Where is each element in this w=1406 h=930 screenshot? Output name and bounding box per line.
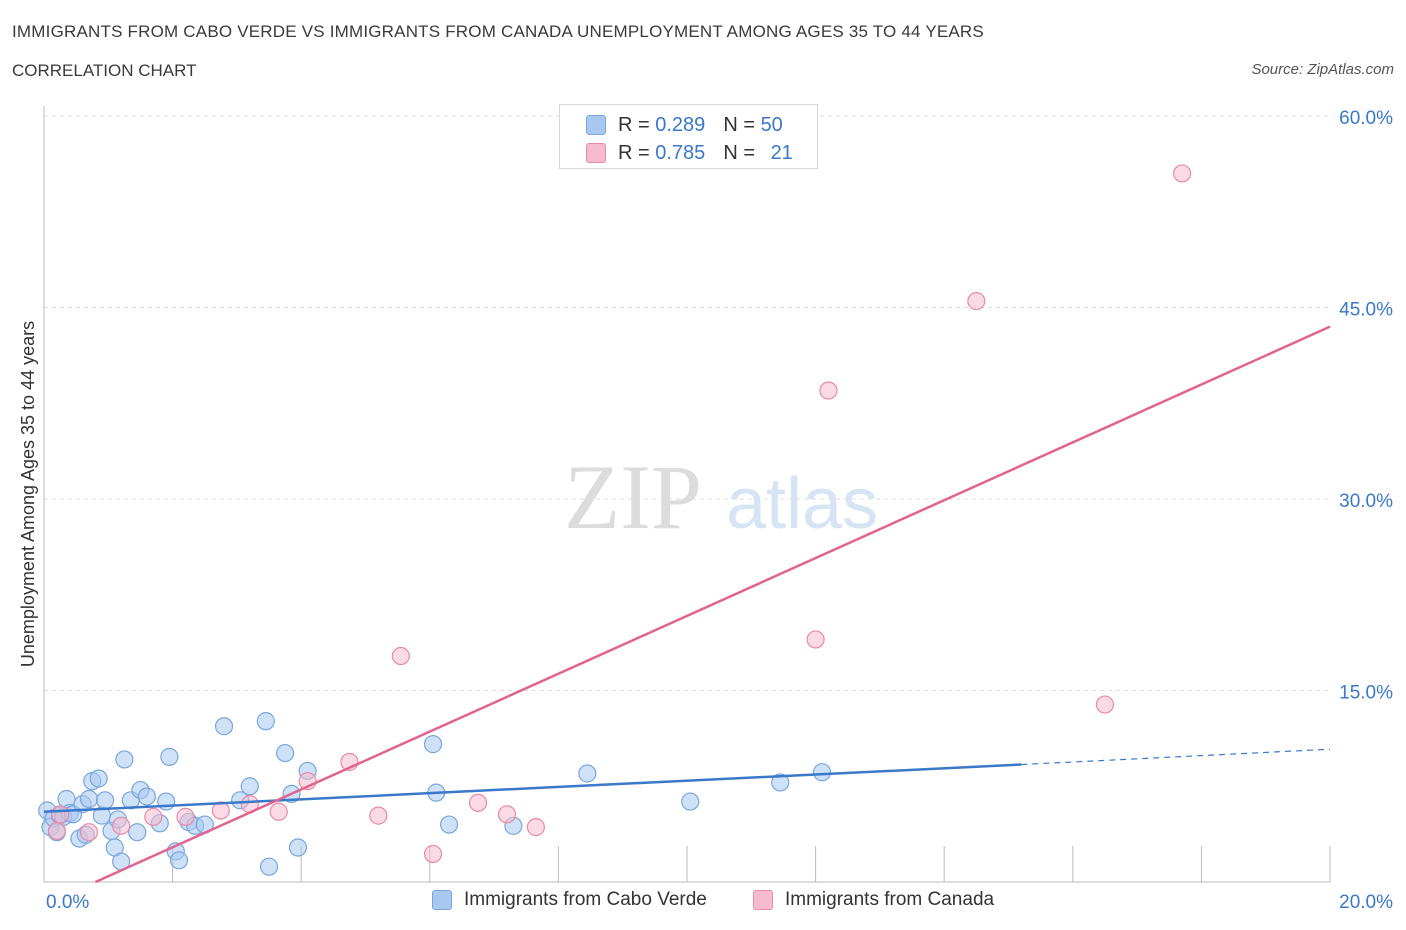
point-canada (269, 802, 288, 821)
y-axis-label: Unemployment Among Ages 35 to 44 years (18, 321, 38, 667)
y-tick-label: 15.0% (1339, 683, 1393, 704)
chart-title: IMMIGRANTS FROM CABO VERDE VS IMMIGRANTS… (12, 22, 984, 41)
watermark: ZIP atlas (564, 446, 878, 548)
point-cabo-verde (95, 791, 115, 810)
bottom-legend-label: Immigrants from Cabo Verde (464, 889, 707, 910)
point-cabo-verde (681, 792, 700, 811)
point-cabo-verde (812, 763, 832, 782)
y-tick-label: 30.0% (1339, 491, 1393, 512)
bottom-legend-cabo-verde[interactable]: Immigrants from Cabo Verde (432, 889, 707, 911)
x-tick-label: 0.0% (46, 892, 89, 913)
point-cabo-verde (439, 815, 459, 834)
bottom-legend-label: Immigrants from Canada (785, 889, 995, 910)
legend-r-label: R = (618, 141, 656, 164)
point-cabo-verde (169, 851, 189, 870)
point-canada (468, 793, 488, 812)
point-cabo-verde (128, 823, 147, 842)
point-canada (1173, 164, 1192, 183)
point-cabo-verde (423, 735, 443, 754)
point-canada (112, 816, 131, 835)
y-tick-label: 45.0% (1339, 300, 1393, 321)
point-canada (47, 821, 66, 841)
legend-row-cabo-verde: R = 0.289 N = 50 (586, 113, 783, 137)
legend-r-value: 0.785 (655, 141, 706, 164)
source-credit: Source: ZipAtlas.com (1251, 61, 1394, 78)
bottom-legend-canada[interactable]: Immigrants from Canada (753, 889, 994, 911)
point-cabo-verde (214, 717, 234, 736)
correlation-legend: R = 0.289 N = 50 R = 0.785 N = 21 (559, 104, 818, 169)
point-cabo-verde (79, 789, 99, 809)
point-cabo-verde (259, 857, 279, 876)
point-cabo-verde (157, 792, 176, 811)
point-canada (806, 630, 825, 649)
trend-line-cabo-verde-extrapolated (1021, 748, 1331, 766)
point-cabo-verde (578, 764, 597, 783)
bottom-legend-swatch-cabo-verde (432, 890, 452, 910)
watermark-zip: ZIP (564, 446, 702, 548)
legend-swatch-canada (586, 143, 606, 163)
point-canada (526, 818, 545, 837)
y-tick-label: 60.0% (1339, 108, 1393, 129)
points (38, 164, 1192, 876)
legend-r-value: 0.289 (655, 113, 706, 136)
trend-line-canada (94, 325, 1331, 884)
legend-n-label: N = (723, 113, 761, 136)
point-canada (369, 806, 388, 825)
legend-swatch-cabo-verde (586, 115, 606, 135)
chart-subtitle: CORRELATION CHART (12, 61, 197, 80)
trend-line-cabo-verde (43, 763, 1022, 814)
point-cabo-verde (137, 787, 156, 806)
point-cabo-verde (115, 750, 134, 769)
point-canada (144, 807, 163, 826)
legend-n-label: N = (723, 141, 761, 164)
tick-labels: 15.0% 30.0% 45.0% 60.0% 0.0% 20.0% (46, 108, 1393, 913)
trend-lines (43, 325, 1331, 884)
point-cabo-verde (89, 769, 108, 788)
point-cabo-verde (276, 743, 295, 763)
grid (44, 115, 1330, 691)
point-cabo-verde (771, 773, 790, 792)
legend-n-value: 50 (760, 113, 783, 136)
point-cabo-verde (288, 838, 308, 857)
point-canada (423, 844, 443, 864)
point-cabo-verde (160, 747, 179, 766)
legend-r-label: R = (618, 113, 656, 136)
x-tick-label: 20.0% (1339, 892, 1393, 913)
point-canada (176, 807, 195, 826)
legend-n-value: 21 (770, 141, 793, 164)
point-cabo-verde (256, 712, 275, 731)
point-canada (967, 292, 986, 311)
bottom-legend-swatch-canada (753, 890, 773, 910)
point-canada (391, 646, 410, 666)
legend-row-canada: R = 0.785 N = 21 (586, 141, 793, 165)
point-canada (50, 805, 70, 824)
point-canada (497, 805, 517, 824)
point-canada (819, 381, 838, 400)
axes (43, 106, 1331, 883)
watermark-atlas: atlas (726, 464, 878, 544)
point-cabo-verde (240, 777, 259, 796)
point-canada (79, 823, 99, 842)
point-canada (1095, 695, 1115, 714)
